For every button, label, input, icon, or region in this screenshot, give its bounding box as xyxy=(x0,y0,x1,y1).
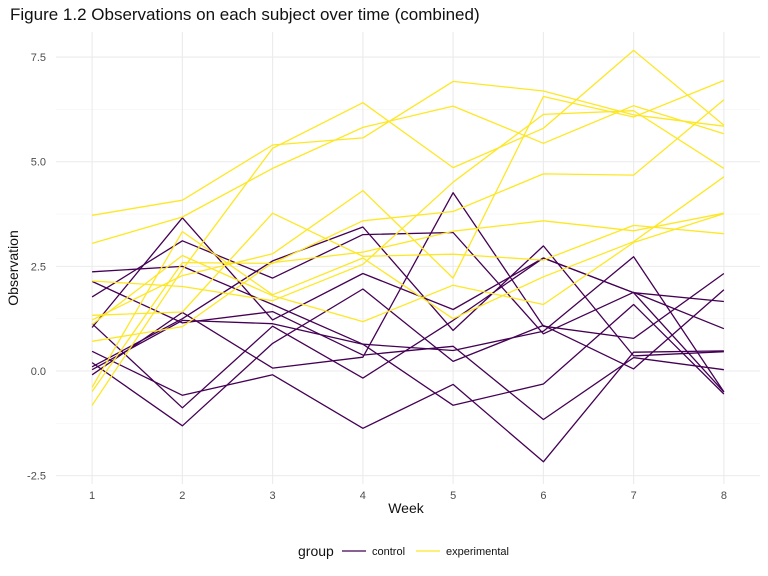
series-line-control xyxy=(91,288,725,427)
series-line-control xyxy=(92,256,725,393)
series-line-experimental xyxy=(91,212,725,342)
x-tick-label: 1 xyxy=(89,490,95,502)
legend-label-experimental: experimental xyxy=(446,546,509,558)
series-line-experimental xyxy=(91,176,725,388)
series-line-experimental xyxy=(91,80,724,216)
x-tick-label: 5 xyxy=(450,490,456,502)
series-line-control xyxy=(91,303,725,406)
series-line-experimental xyxy=(91,79,725,321)
y-tick-label: 0.0 xyxy=(31,366,46,378)
series-line-experimental xyxy=(92,212,724,316)
x-tick-label: 3 xyxy=(270,490,276,502)
series-line-control xyxy=(91,217,725,393)
series-line-experimental xyxy=(91,212,725,326)
y-axis-ticks: -2.5 0.0 2.5 5.0 7.5 xyxy=(27,52,46,483)
x-tick-label: 7 xyxy=(631,490,637,502)
legend-title: group xyxy=(298,543,334,559)
series-line-control xyxy=(91,257,724,409)
y-tick-label: 5.0 xyxy=(31,157,46,169)
series-line-experimental xyxy=(91,49,725,406)
x-axis-ticks: 1 2 3 4 5 6 7 8 xyxy=(89,490,727,502)
x-tick-label: 8 xyxy=(721,490,727,502)
grid-lines xyxy=(56,32,760,484)
y-axis-title: Observation xyxy=(5,230,21,305)
series-line-experimental xyxy=(92,110,725,302)
series-line-control xyxy=(91,192,725,376)
x-tick-label: 6 xyxy=(540,490,546,502)
x-tick-label: 2 xyxy=(179,490,185,502)
series-lines xyxy=(91,49,725,463)
y-tick-label: 2.5 xyxy=(31,261,46,273)
x-axis-title: Week xyxy=(388,500,425,516)
chart-title: Figure 1.2 Observations on each subject … xyxy=(10,5,480,24)
legend: group control experimental xyxy=(298,543,509,559)
series-line-control xyxy=(91,350,724,463)
series-line-control xyxy=(91,280,724,421)
x-tick-label: 4 xyxy=(360,490,366,502)
legend-label-control: control xyxy=(372,546,405,558)
series-line-control xyxy=(91,226,724,368)
y-tick-label: 7.5 xyxy=(31,52,46,64)
y-tick-label: -2.5 xyxy=(27,471,46,483)
